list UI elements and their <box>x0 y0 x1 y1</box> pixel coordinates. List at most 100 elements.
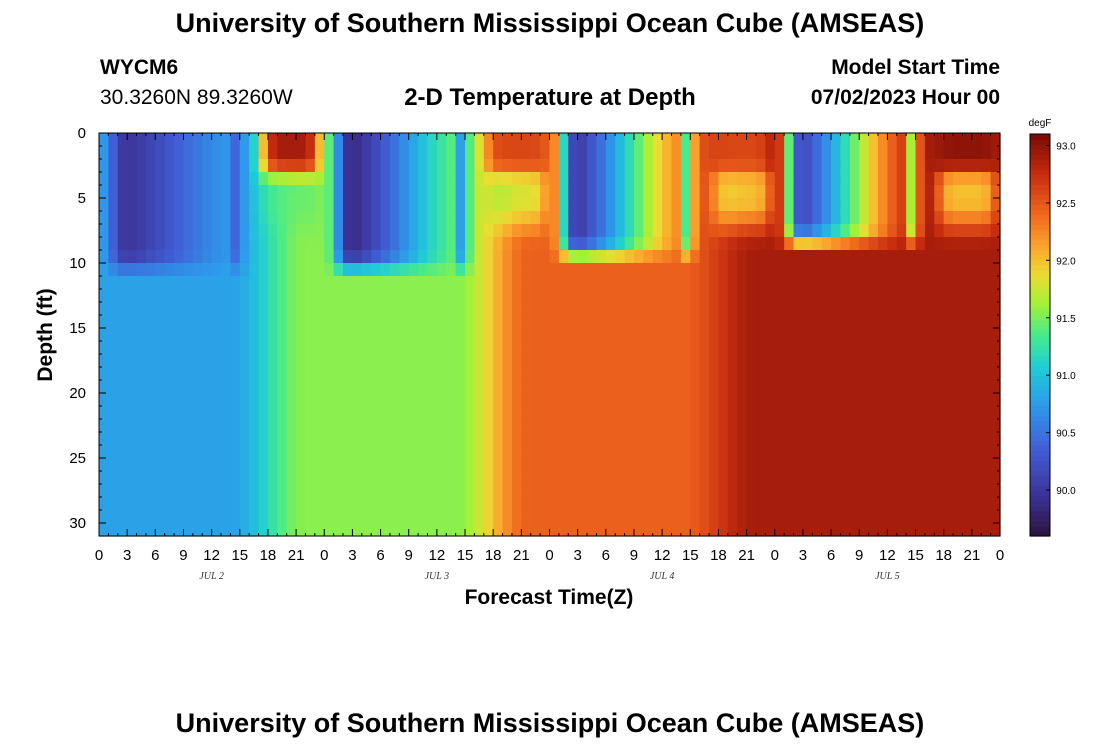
heatmap-cell <box>690 159 701 173</box>
heatmap-cell <box>136 354 147 368</box>
colorbar-segment <box>1030 274 1050 281</box>
heatmap-cell <box>192 380 203 394</box>
heatmap-cell <box>540 458 551 472</box>
heatmap-cell <box>408 432 419 446</box>
heatmap-cell <box>924 445 935 459</box>
heatmap-cell <box>953 289 964 303</box>
heatmap-cell <box>943 445 954 459</box>
heatmap-cell <box>455 393 466 407</box>
heatmap-cell <box>474 419 485 433</box>
heatmap-cell <box>812 302 823 316</box>
heatmap-cell <box>267 341 278 355</box>
heatmap-cell <box>389 146 400 160</box>
heatmap-cell <box>361 445 372 459</box>
heatmap-cell <box>511 185 522 199</box>
heatmap-cell <box>831 367 842 381</box>
heatmap-cell <box>530 471 541 485</box>
heatmap-cell <box>314 445 325 459</box>
heatmap-cell <box>587 471 598 485</box>
heatmap-cell <box>887 276 898 290</box>
heatmap-cell <box>784 276 795 290</box>
heatmap-cell <box>202 276 213 290</box>
heatmap-cell <box>615 419 626 433</box>
heatmap-cell <box>737 523 748 537</box>
heatmap-cell <box>511 224 522 238</box>
heatmap-cell <box>943 484 954 498</box>
heatmap-cell <box>108 185 119 199</box>
heatmap-cell <box>568 172 579 186</box>
heatmap-cell <box>690 185 701 199</box>
heatmap-cell <box>249 523 260 537</box>
heatmap-cell <box>877 406 888 420</box>
heatmap-cell <box>465 185 476 199</box>
heatmap-cell <box>549 497 560 511</box>
heatmap-cell <box>145 250 156 264</box>
heatmap-cell <box>981 133 992 147</box>
heatmap-cell <box>971 263 982 277</box>
heatmap-cell <box>540 380 551 394</box>
heatmap-cell <box>164 458 175 472</box>
heatmap-cell <box>934 276 945 290</box>
heatmap-cell <box>267 159 278 173</box>
heatmap-cell <box>540 393 551 407</box>
heatmap-cell <box>127 445 138 459</box>
heatmap-cell <box>587 419 598 433</box>
heatmap-cell <box>239 523 250 537</box>
heatmap-cell <box>859 263 870 277</box>
heatmap-cell <box>605 172 616 186</box>
heatmap-cell <box>474 211 485 225</box>
heatmap-cell <box>305 302 316 316</box>
heatmap-cell <box>521 211 532 225</box>
heatmap-cell <box>981 367 992 381</box>
heatmap-cell <box>371 406 382 420</box>
heatmap-cell <box>136 159 147 173</box>
heatmap-cell <box>399 315 410 329</box>
colorbar-segment <box>1030 154 1050 160</box>
heatmap-cell <box>558 224 569 238</box>
heatmap-cell <box>962 146 973 160</box>
heatmap-cell <box>408 406 419 420</box>
heatmap-cell <box>709 276 720 290</box>
heatmap-cell <box>267 445 278 459</box>
heatmap-cell <box>530 159 541 173</box>
heatmap-cell <box>924 224 935 238</box>
heatmap-cell <box>746 458 757 472</box>
x-tick-label: 6 <box>602 547 610 564</box>
heatmap-cell <box>981 523 992 537</box>
heatmap-cell <box>652 250 663 264</box>
heatmap-cell <box>258 289 269 303</box>
heatmap-cell <box>615 224 626 238</box>
heatmap-cell <box>568 263 579 277</box>
heatmap-cell <box>962 250 973 264</box>
heatmap-cell <box>474 341 485 355</box>
heatmap-cell <box>521 302 532 316</box>
heatmap-cell <box>568 458 579 472</box>
heatmap-cell <box>690 484 701 498</box>
heatmap-cell <box>530 367 541 381</box>
heatmap-cell <box>755 341 766 355</box>
heatmap-cell <box>474 263 485 277</box>
heatmap-cell <box>418 237 429 251</box>
heatmap-cell <box>934 419 945 433</box>
heatmap-cell <box>746 380 757 394</box>
heatmap-cell <box>436 458 447 472</box>
heatmap-cell <box>784 458 795 472</box>
heatmap-cell <box>343 224 354 238</box>
heatmap-cell <box>183 471 194 485</box>
heatmap-cell <box>371 523 382 537</box>
heatmap-cell <box>831 484 842 498</box>
heatmap-cell <box>784 497 795 511</box>
heatmap-cell <box>493 289 504 303</box>
heatmap-cell <box>380 172 391 186</box>
heatmap-cell <box>108 341 119 355</box>
heatmap-cell <box>596 146 607 160</box>
heatmap-cell <box>643 146 654 160</box>
heatmap-cell <box>465 315 476 329</box>
heatmap-cell <box>192 406 203 420</box>
heatmap-cell <box>549 276 560 290</box>
colorbar-segment <box>1030 510 1050 517</box>
heatmap-cell <box>887 250 898 264</box>
heatmap-cell <box>305 380 316 394</box>
heatmap-cell <box>812 523 823 537</box>
heatmap-cell <box>202 328 213 342</box>
